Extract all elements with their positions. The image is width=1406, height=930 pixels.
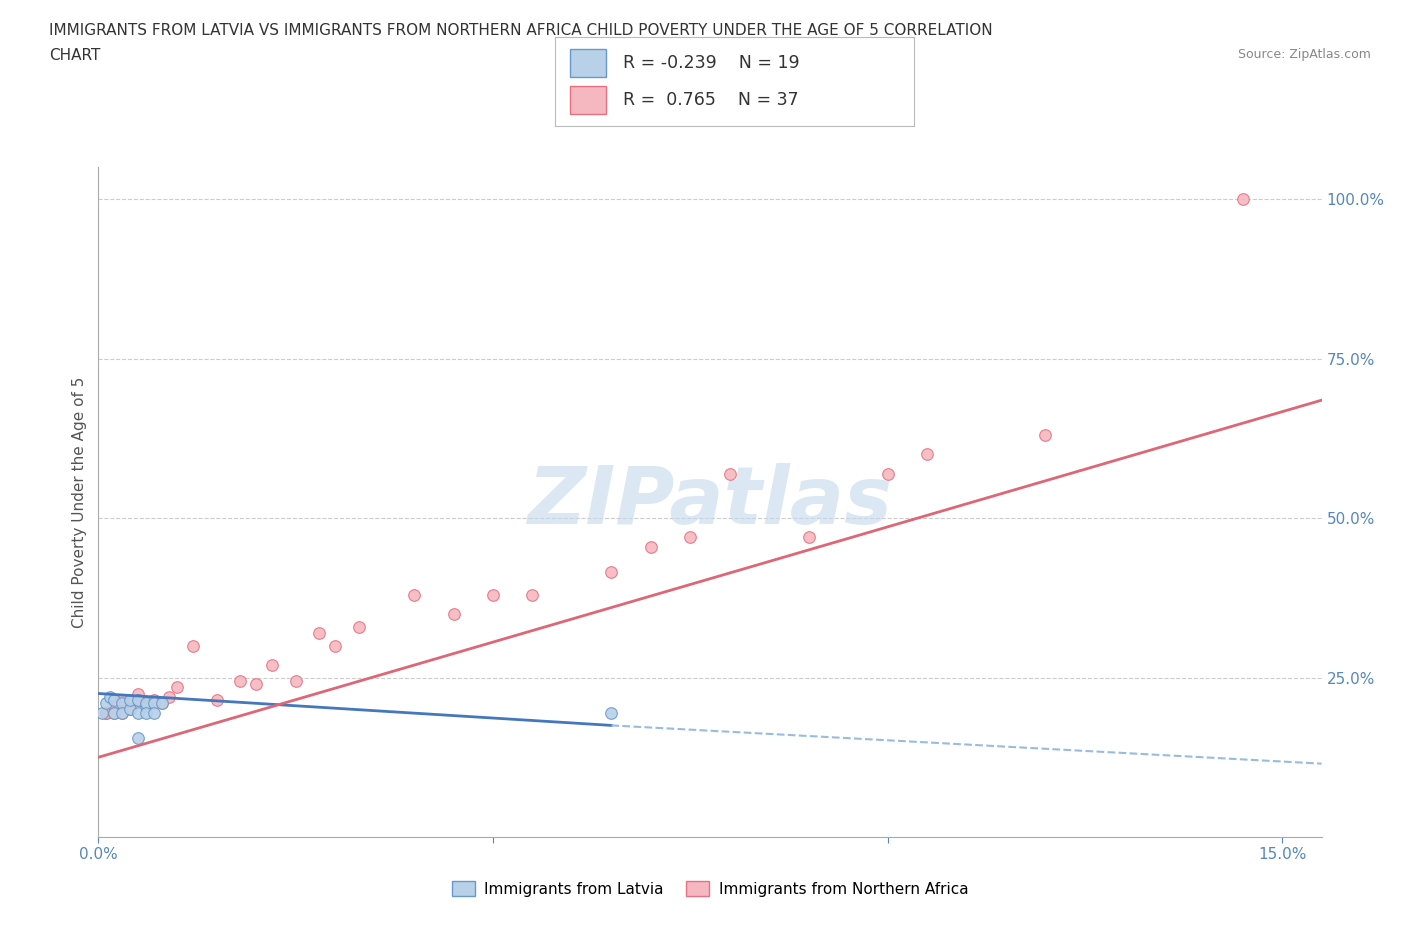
Point — [111, 705, 134, 720]
Point — [181, 638, 204, 653]
Point — [600, 565, 623, 579]
Point — [1035, 428, 1057, 443]
Point — [482, 587, 505, 602]
Text: CHART: CHART — [49, 48, 101, 63]
Point — [118, 693, 141, 708]
Point — [159, 689, 181, 704]
Text: R = -0.239    N = 19: R = -0.239 N = 19 — [623, 54, 800, 72]
Point — [229, 673, 252, 688]
Point — [96, 696, 118, 711]
Point — [103, 705, 125, 720]
Point — [142, 693, 165, 708]
Point — [245, 676, 267, 691]
Point — [135, 698, 157, 713]
Point — [111, 693, 134, 708]
Point — [135, 696, 157, 711]
Point — [679, 530, 702, 545]
Point — [443, 606, 465, 621]
Point — [111, 705, 134, 720]
Point — [103, 705, 125, 720]
Point — [323, 638, 346, 653]
Point — [135, 705, 157, 720]
Text: R =  0.765    N = 37: R = 0.765 N = 37 — [623, 91, 799, 109]
Point — [718, 466, 741, 481]
Point — [404, 587, 426, 602]
Point — [150, 696, 173, 711]
Point — [522, 587, 544, 602]
Point — [640, 539, 662, 554]
Point — [96, 705, 118, 720]
Point — [127, 693, 149, 708]
Point — [98, 689, 121, 704]
Point — [118, 696, 141, 711]
Point — [127, 731, 149, 746]
Text: IMMIGRANTS FROM LATVIA VS IMMIGRANTS FROM NORTHERN AFRICA CHILD POVERTY UNDER TH: IMMIGRANTS FROM LATVIA VS IMMIGRANTS FRO… — [49, 23, 993, 38]
Point — [91, 705, 114, 720]
Bar — [569, 86, 606, 114]
Point — [205, 693, 228, 708]
Point — [103, 698, 125, 713]
Point — [103, 693, 125, 708]
Point — [915, 447, 938, 462]
Point — [600, 705, 623, 720]
Point — [127, 686, 149, 701]
Point — [797, 530, 820, 545]
Point — [127, 693, 149, 708]
Point — [142, 696, 165, 711]
Text: Source: ZipAtlas.com: Source: ZipAtlas.com — [1237, 48, 1371, 61]
Point — [135, 696, 157, 711]
Point — [166, 680, 188, 695]
Point — [127, 705, 149, 720]
Point — [876, 466, 898, 481]
Point — [96, 705, 118, 720]
Point — [150, 696, 173, 711]
Point — [284, 673, 307, 688]
Point — [347, 619, 370, 634]
Point — [1232, 192, 1254, 206]
Point — [142, 705, 165, 720]
Point — [118, 702, 141, 717]
Point — [260, 658, 283, 672]
Text: ZIPatlas: ZIPatlas — [527, 463, 893, 541]
Point — [118, 702, 141, 717]
Point — [308, 626, 330, 641]
Bar — [569, 48, 606, 77]
Y-axis label: Child Poverty Under the Age of 5: Child Poverty Under the Age of 5 — [72, 377, 87, 628]
Point — [111, 696, 134, 711]
Legend: Immigrants from Latvia, Immigrants from Northern Africa: Immigrants from Latvia, Immigrants from … — [446, 875, 974, 903]
